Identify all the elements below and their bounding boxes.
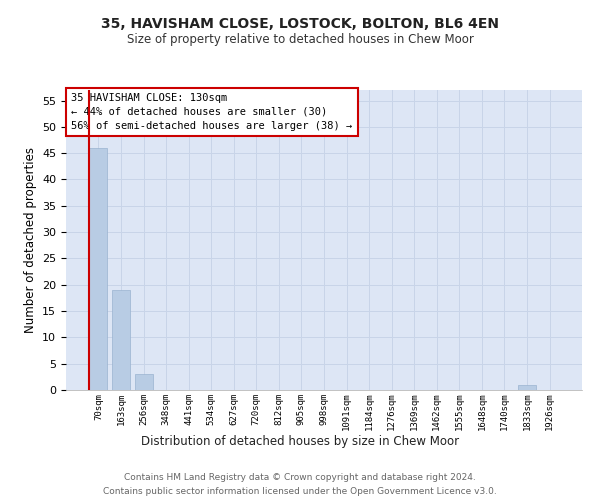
Text: Distribution of detached houses by size in Chew Moor: Distribution of detached houses by size … — [141, 435, 459, 448]
Text: 35 HAVISHAM CLOSE: 130sqm
← 44% of detached houses are smaller (30)
56% of semi-: 35 HAVISHAM CLOSE: 130sqm ← 44% of detac… — [71, 93, 352, 131]
Text: Contains public sector information licensed under the Open Government Licence v3: Contains public sector information licen… — [103, 488, 497, 496]
Y-axis label: Number of detached properties: Number of detached properties — [23, 147, 37, 333]
Bar — [518, 384, 536, 390]
Text: Size of property relative to detached houses in Chew Moor: Size of property relative to detached ho… — [127, 32, 473, 46]
Bar — [89, 148, 107, 390]
Text: 35, HAVISHAM CLOSE, LOSTOCK, BOLTON, BL6 4EN: 35, HAVISHAM CLOSE, LOSTOCK, BOLTON, BL6… — [101, 18, 499, 32]
Bar — [112, 290, 130, 390]
Text: Contains HM Land Registry data © Crown copyright and database right 2024.: Contains HM Land Registry data © Crown c… — [124, 472, 476, 482]
Bar — [134, 374, 152, 390]
